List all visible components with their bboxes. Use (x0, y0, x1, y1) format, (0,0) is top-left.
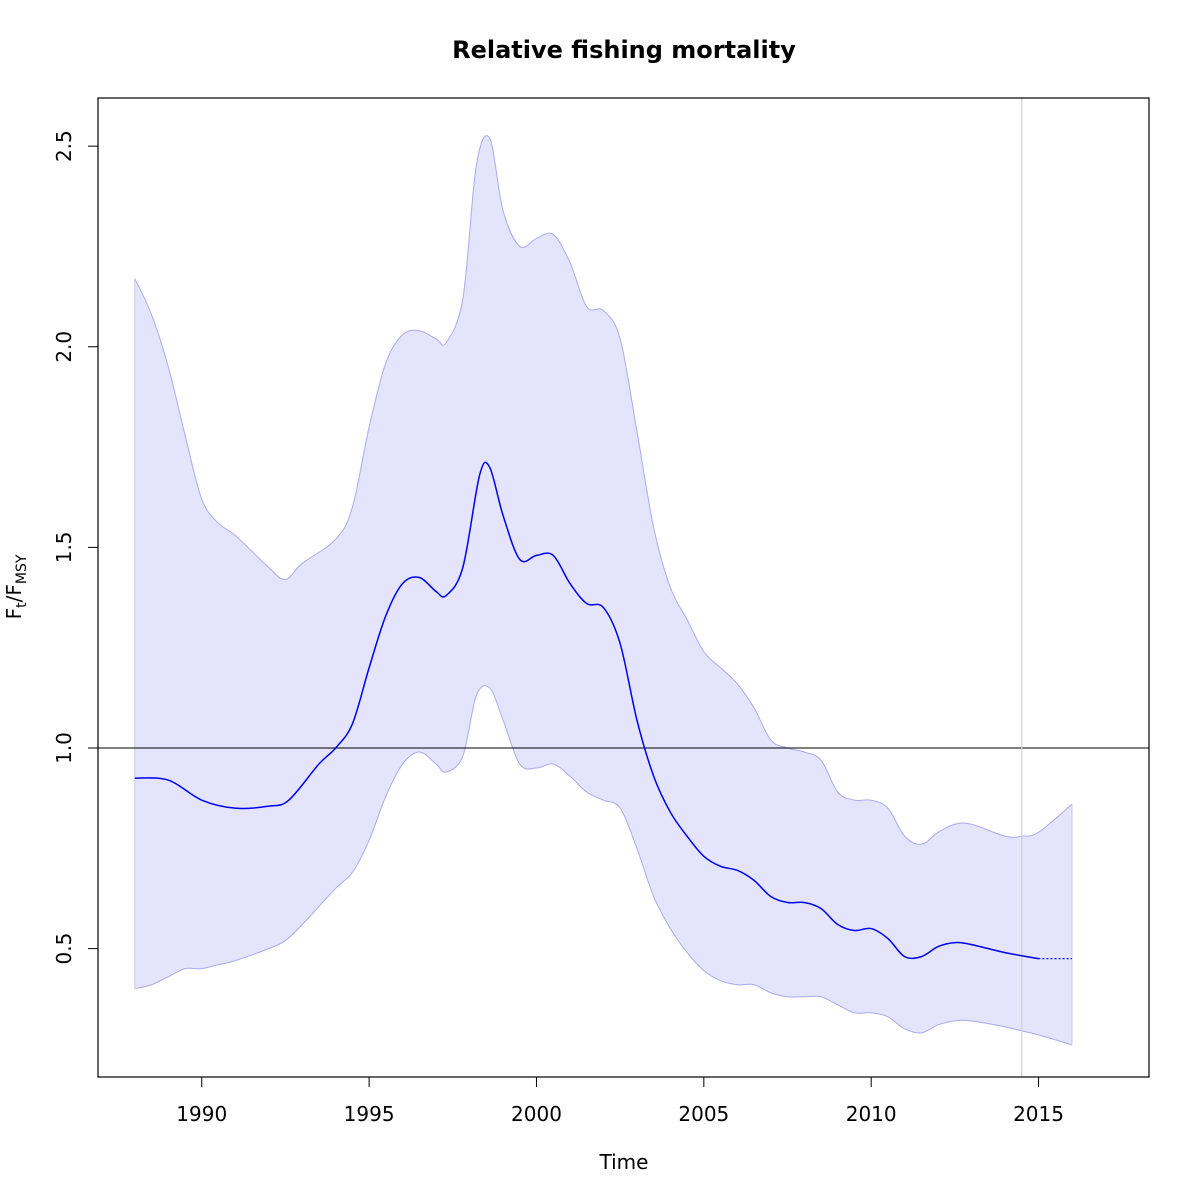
x-axis: 1990 1995 2000 2005 2010 2015 (176, 1076, 1064, 1126)
confidence-band (134, 135, 1073, 1045)
series-layer (134, 461, 1073, 960)
y-tick-label: 1.0 (52, 732, 76, 764)
reference-lines (98, 98, 1149, 1077)
x-tick-label: 2005 (678, 1102, 729, 1126)
chart-title: Relative fishing mortality (452, 36, 796, 64)
y-axis: 0.5 1.0 1.5 2.0 2.5 (52, 130, 99, 965)
y-axis-label-sep: /F (2, 584, 26, 602)
confidence-band-lower-edge (134, 685, 1073, 1046)
y-tick-label: 2.0 (52, 331, 76, 363)
y-tick-label: 1.5 (52, 531, 76, 563)
series-line-estimate (134, 461, 1039, 960)
x-tick-label: 1990 (176, 1102, 227, 1126)
x-tick-label: 2000 (511, 1102, 562, 1126)
confidence-band-layer (134, 135, 1073, 1046)
x-axis-label: Time (599, 1150, 649, 1174)
x-tick-label: 2015 (1013, 1102, 1064, 1126)
y-axis-label-sub2: MSY (14, 554, 30, 584)
y-tick-label: 0.5 (52, 933, 76, 965)
confidence-band-upper-edge (134, 135, 1073, 845)
x-tick-label: 2010 (846, 1102, 897, 1126)
y-axis-label-sub1: t (14, 602, 30, 608)
y-axis-label-main: F (2, 608, 26, 620)
y-tick-label: 2.5 (52, 130, 76, 162)
y-axis-label: Ft/FMSY (2, 554, 30, 619)
x-tick-label: 1995 (344, 1102, 395, 1126)
